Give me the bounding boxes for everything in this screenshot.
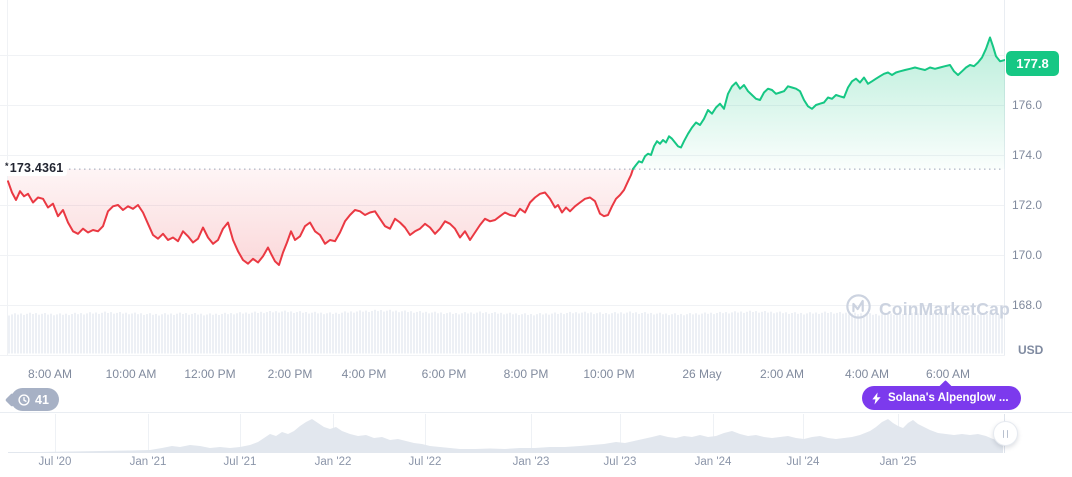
range-tick-label: Jul '24: [786, 456, 820, 468]
event-label: Solana's Alpenglow ...: [888, 392, 1009, 404]
handle-grip-icon: [1002, 429, 1005, 438]
baseline-price-label: *173.4361: [3, 160, 68, 176]
range-tick-label: Jan '22: [314, 456, 352, 468]
range-tick-label: Jan '21: [129, 456, 167, 468]
history-count-badge[interactable]: 41: [4, 388, 59, 411]
range-tick-label: Jul '22: [408, 456, 442, 468]
range-tick-label: Jan '24: [694, 456, 732, 468]
price-tick-label: 170.0: [1012, 248, 1043, 262]
time-tick-label: 10:00 AM: [105, 367, 157, 381]
solana-event-badge[interactable]: Solana's Alpenglow ...: [862, 380, 1021, 410]
lightning-bolt-icon: [871, 392, 882, 405]
main-chart-canvas[interactable]: [0, 0, 1005, 356]
range-tick-label: Jan '23: [512, 456, 550, 468]
range-selector[interactable]: [0, 412, 1072, 454]
time-tick-label: 10:00 PM: [583, 367, 635, 381]
time-tick-label: 8:00 AM: [27, 367, 73, 381]
time-tick-label: 6:00 PM: [421, 367, 467, 381]
range-tick-label: Jul '21: [223, 456, 257, 468]
time-tick-label: 12:00 PM: [184, 367, 236, 381]
handle-grip-icon: [1006, 429, 1009, 438]
time-tick-label: 4:00 AM: [844, 367, 890, 381]
price-tick-label: 176.0: [1012, 98, 1043, 112]
time-tick-label: 2:00 PM: [267, 367, 313, 381]
price-tick-label: 172.0: [1012, 198, 1043, 212]
history-count: 41: [35, 392, 49, 407]
range-tick-label: Jul '23: [603, 456, 637, 468]
time-tick-label: 26 May: [682, 367, 722, 381]
currency-unit-label: USD: [1018, 343, 1044, 357]
time-tick-label: 4:00 PM: [341, 367, 387, 381]
baseline-marker-icon: *: [5, 161, 9, 171]
time-tick-label: 6:00 AM: [925, 367, 971, 381]
main-chart[interactable]: *173.4361 CoinMarketCap: [0, 0, 1010, 356]
baseline-price-value: 173.4361: [9, 161, 64, 175]
range-selector-handle[interactable]: [993, 421, 1018, 446]
range-selector-canvas[interactable]: [0, 413, 1072, 453]
clock-history-icon: [17, 393, 31, 407]
range-tick-label: Jan '25: [879, 456, 917, 468]
price-tick-label: 168.0: [1012, 298, 1043, 312]
time-tick-label: 2:00 AM: [759, 367, 805, 381]
time-axis: 8:00 AM 10:00 AM 12:00 PM 2:00 PM 4:00 PM 6:0…: [0, 367, 1005, 383]
price-tick-label: 174.0: [1012, 148, 1043, 162]
time-tick-label: 8:00 PM: [503, 367, 549, 381]
range-selector-axis: Jul '20 Jan '21 Jul '21 Jan '22 Jul '22 Jan '…: [0, 456, 1072, 472]
range-tick-label: Jul '20: [38, 456, 72, 468]
current-price-badge: 177.8: [1006, 51, 1059, 76]
